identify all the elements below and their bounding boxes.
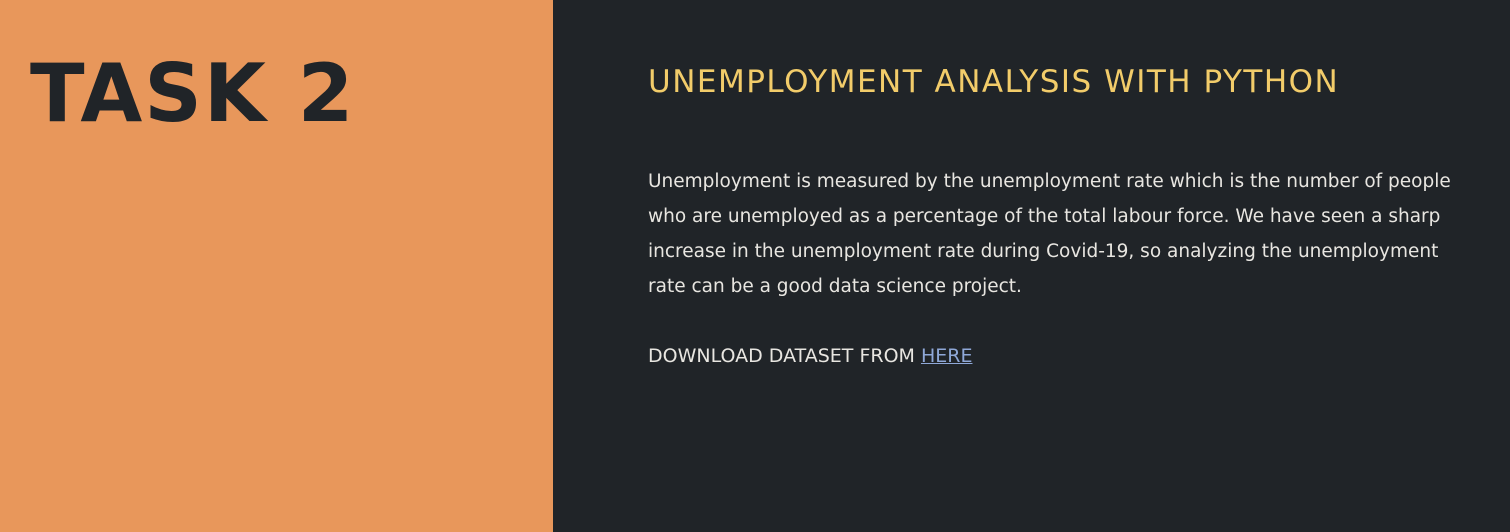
download-line: DOWNLOAD DATASET FROM HERE bbox=[648, 339, 1470, 374]
project-panel: UNEMPLOYMENT ANALYSIS WITH PYTHON Unempl… bbox=[553, 0, 1510, 532]
task-title: TASK 2 bbox=[30, 47, 356, 140]
project-heading: UNEMPLOYMENT ANALYSIS WITH PYTHON bbox=[648, 64, 1340, 100]
task-panel: TASK 2 bbox=[0, 0, 553, 532]
project-description: Unemployment is measured by the unemploy… bbox=[648, 171, 1451, 297]
download-prefix: DOWNLOAD DATASET FROM bbox=[648, 345, 921, 367]
download-dataset-link[interactable]: HERE bbox=[920, 345, 973, 367]
